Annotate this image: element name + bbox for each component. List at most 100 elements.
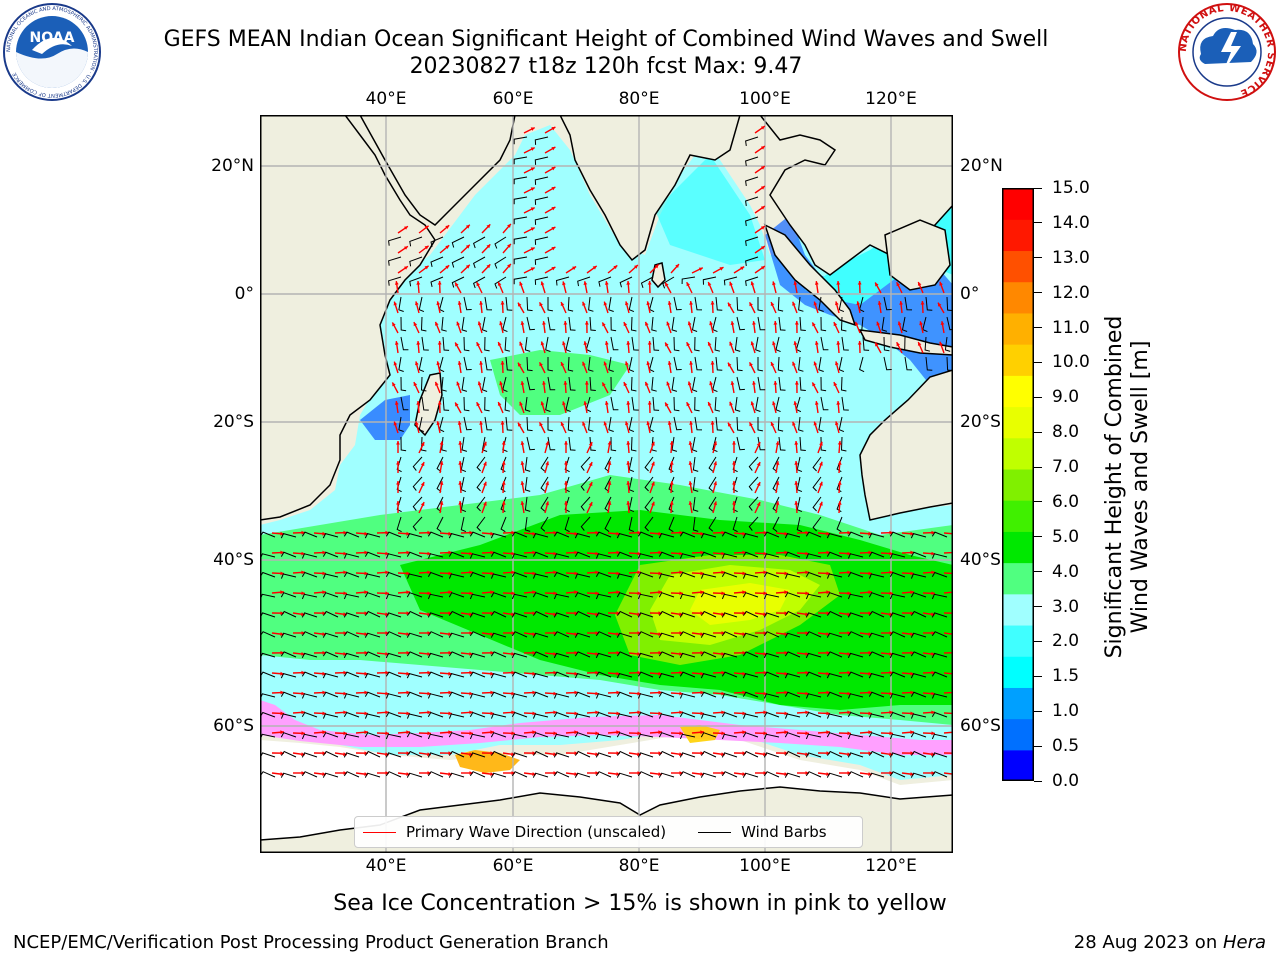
wave-direction-arrowhead	[732, 481, 736, 485]
wind-barb	[673, 356, 682, 371]
wave-direction-arrowhead	[826, 711, 830, 716]
wave-direction-arrowhead	[669, 441, 674, 445]
wind-barb	[637, 553, 654, 559]
wind-barb	[694, 396, 700, 412]
wind-barb	[513, 196, 528, 205]
wave-direction-arrowhead	[616, 632, 620, 636]
wind-barb	[799, 436, 806, 451]
wind-barb	[461, 376, 468, 392]
wave-direction-arrowhead	[686, 342, 690, 347]
wave-direction-arrowhead	[814, 281, 819, 285]
wave-direction-arrowhead	[385, 652, 389, 656]
wind-barb	[637, 631, 654, 638]
wave-direction-arrowhead	[910, 531, 914, 536]
wave-direction-arrowhead	[760, 266, 765, 270]
wave-direction-arrowhead	[343, 612, 347, 617]
lat-tick-right: 40°S	[960, 550, 1001, 570]
wave-direction-arrowhead	[877, 301, 882, 305]
wind-barb	[805, 693, 822, 699]
wave-direction-arrowhead	[595, 570, 599, 575]
wave-direction-arrowhead	[626, 481, 631, 485]
wave-direction-arrowhead	[280, 650, 284, 655]
wind-barb	[763, 531, 780, 538]
wave-direction-arrowhead	[280, 590, 284, 595]
wind-barb	[763, 752, 780, 758]
wind-barb	[836, 496, 843, 513]
wind-barb	[838, 356, 845, 373]
wave-direction-arrowhead	[616, 671, 620, 676]
wind-barb	[691, 376, 698, 392]
wave-direction-arrowhead	[752, 381, 756, 385]
wave-direction-arrowhead	[595, 710, 599, 715]
wind-barb	[700, 673, 717, 679]
lat-tick-right: 20°S	[960, 412, 1001, 432]
wave-direction-arrowhead	[476, 282, 480, 287]
wave-direction-arrowhead	[889, 612, 893, 617]
wave-direction-arrowhead	[413, 382, 418, 387]
wave-direction-arrowhead	[501, 481, 506, 485]
wind-barb	[836, 456, 843, 473]
wave-direction-arrowhead	[553, 612, 557, 617]
wind-barb	[476, 456, 486, 472]
wind-barb	[469, 531, 486, 538]
wave-direction-arrowhead	[404, 246, 408, 250]
wind-barb	[343, 553, 360, 559]
wave-direction-arrowhead	[812, 322, 816, 327]
wind-barb	[469, 612, 486, 618]
wind-barb	[532, 551, 549, 558]
wave-direction-arrowhead	[847, 530, 851, 535]
wave-direction-arrowhead	[847, 570, 851, 575]
wave-direction-arrowhead	[553, 752, 557, 757]
wind-barb	[595, 693, 612, 699]
wind-barb	[343, 593, 360, 600]
colorbar-tick-mark	[1034, 222, 1042, 224]
wave-direction-arrowhead	[588, 502, 593, 507]
wave-direction-arrowhead	[931, 591, 935, 596]
wave-direction-arrowhead	[889, 652, 893, 656]
wave-direction-arrowhead	[868, 611, 872, 616]
wave-direction-arrowhead	[805, 530, 809, 535]
wind-barb	[463, 416, 472, 431]
wave-direction-arrowhead	[626, 401, 631, 405]
wind-barb	[868, 573, 885, 579]
wind-barb	[430, 276, 444, 288]
wind-barb	[409, 256, 423, 267]
wave-direction-arrowhead	[826, 611, 830, 616]
wave-direction-arrowhead	[721, 530, 725, 535]
wind-barb	[534, 256, 549, 265]
wave-direction-arrowhead	[742, 772, 746, 776]
wind-barb	[406, 573, 423, 579]
wind-barb	[574, 673, 591, 679]
wind-barb	[628, 516, 635, 533]
wave-direction-arrowhead	[910, 650, 914, 655]
colorbar-tick-label: 3.0	[1052, 596, 1080, 617]
wind-barb	[553, 711, 570, 718]
wave-direction-arrowhead	[280, 690, 284, 695]
wind-barb	[763, 671, 780, 678]
colorbar-tick-label: 9.0	[1052, 387, 1080, 408]
wind-barb	[396, 516, 402, 533]
wave-direction-arrowhead	[427, 530, 431, 535]
wind-barb	[472, 256, 486, 269]
wind-barb	[868, 750, 885, 758]
wave-direction-arrowhead	[416, 401, 421, 405]
wave-direction-arrowhead	[427, 591, 431, 596]
wind-barb	[545, 396, 551, 412]
wave-direction-arrowhead	[602, 322, 606, 327]
wave-direction-arrowhead	[532, 632, 536, 636]
wave-direction-arrowhead	[667, 361, 672, 365]
wind-barb	[847, 693, 864, 699]
wind-barb	[322, 673, 339, 679]
wave-direction-arrowhead	[562, 401, 566, 406]
wind-barb	[904, 296, 913, 311]
wave-direction-arrowhead	[835, 301, 839, 306]
wave-direction-arrowhead	[847, 670, 851, 675]
wind-barb	[847, 571, 864, 578]
wind-barb	[931, 612, 948, 618]
wind-barb	[343, 631, 360, 638]
wave-direction-arrowhead	[836, 341, 841, 345]
wind-barb	[757, 376, 766, 391]
wave-direction-arrowhead	[784, 632, 788, 636]
wind-barb	[553, 733, 570, 740]
wave-direction-arrowhead	[530, 147, 535, 151]
